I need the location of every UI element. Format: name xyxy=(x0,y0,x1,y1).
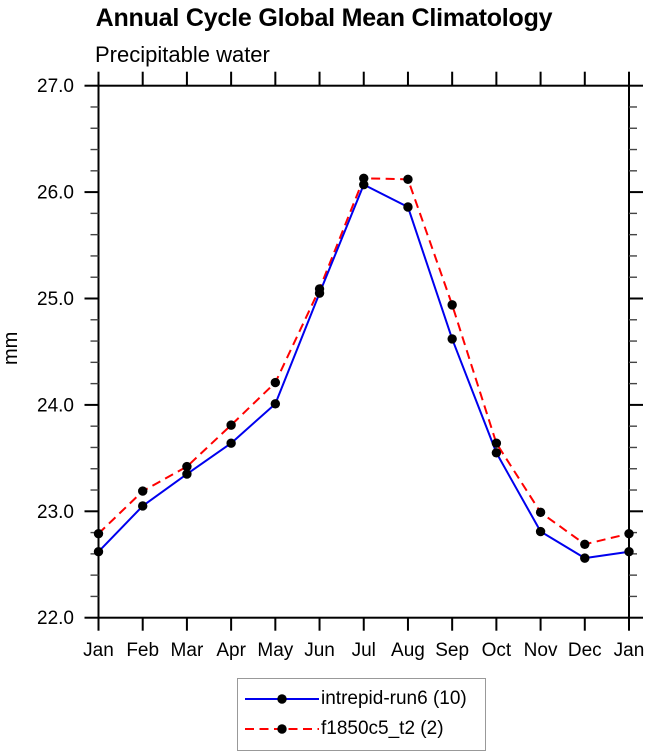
y-tick-label: 27.0 xyxy=(37,76,74,97)
x-tick-label: Jan xyxy=(614,640,645,661)
x-tick-label: Sep xyxy=(435,640,469,661)
x-tick-label: Oct xyxy=(482,640,512,661)
y-tick-label: 26.0 xyxy=(37,183,74,204)
data-point-marker xyxy=(447,334,457,344)
series-line-f1850c5_t2 xyxy=(97,177,630,546)
y-tick-label: 25.0 xyxy=(37,289,74,310)
data-point-marker xyxy=(270,399,281,409)
data-point-marker xyxy=(314,284,325,294)
x-tick-label: Aug xyxy=(391,640,425,661)
legend-label-1: f1850c5_t2 (2) xyxy=(321,718,444,739)
x-tick-label: Jul xyxy=(352,640,376,661)
data-point-marker xyxy=(182,461,192,472)
chart-subtitle: Precipitable water xyxy=(95,42,270,67)
data-point-marker xyxy=(580,539,590,549)
legend-item-1: f1850c5_t2 (2) xyxy=(243,714,485,744)
data-point-marker xyxy=(93,528,104,539)
y-tick-label: 22.0 xyxy=(37,608,74,629)
data-point-marker xyxy=(226,438,236,448)
data-point-marker xyxy=(138,486,148,496)
data-point-marker xyxy=(535,507,546,518)
legend-marker xyxy=(277,724,287,734)
data-point-marker xyxy=(403,174,413,185)
legend-box: intrepid-run6 (10) f1850c5_t2 (2) xyxy=(237,678,486,751)
legend-marker xyxy=(277,694,287,704)
legend-swatch-dashed-line xyxy=(245,724,319,734)
legend-label-0: intrepid-run6 (10) xyxy=(321,688,467,709)
data-point-marker xyxy=(403,202,413,212)
plot-area: 22.0 23.0 24.0 25.0 26.0 27.0 Jan Feb Mar Apr May J… xyxy=(37,71,645,661)
data-point-marker xyxy=(226,420,236,430)
data-point-marker xyxy=(624,547,634,557)
data-point-marker xyxy=(491,448,502,458)
data-point-marker xyxy=(447,300,457,310)
x-tick-label: Jan xyxy=(83,640,114,661)
x-tick-label: Jun xyxy=(304,640,335,661)
data-point-marker xyxy=(270,377,281,388)
x-tick-label: Dec xyxy=(568,640,602,661)
data-point-marker xyxy=(580,553,590,563)
legend-item-0: intrepid-run6 (10) xyxy=(243,684,485,714)
x-tick-label: Apr xyxy=(216,640,246,661)
data-point-marker xyxy=(182,469,192,479)
x-tick-label: Nov xyxy=(524,640,558,661)
x-tick-label: Feb xyxy=(126,640,159,661)
data-point-marker xyxy=(138,501,148,511)
series-line-intrepid-run6 xyxy=(97,183,630,560)
data-point-marker xyxy=(624,528,634,539)
data-point-marker xyxy=(93,547,104,557)
x-tick-label: Mar xyxy=(171,640,204,661)
y-tick-label: 24.0 xyxy=(37,395,74,416)
legend-swatch-solid-line xyxy=(245,694,319,704)
data-point-marker xyxy=(491,438,502,448)
chart-title: Annual Cycle Global Mean Climatology xyxy=(95,4,553,32)
data-point-marker xyxy=(359,173,369,183)
y-tick-label: 23.0 xyxy=(37,502,74,523)
data-point-marker xyxy=(535,526,546,537)
x-tick-label: May xyxy=(257,640,293,661)
